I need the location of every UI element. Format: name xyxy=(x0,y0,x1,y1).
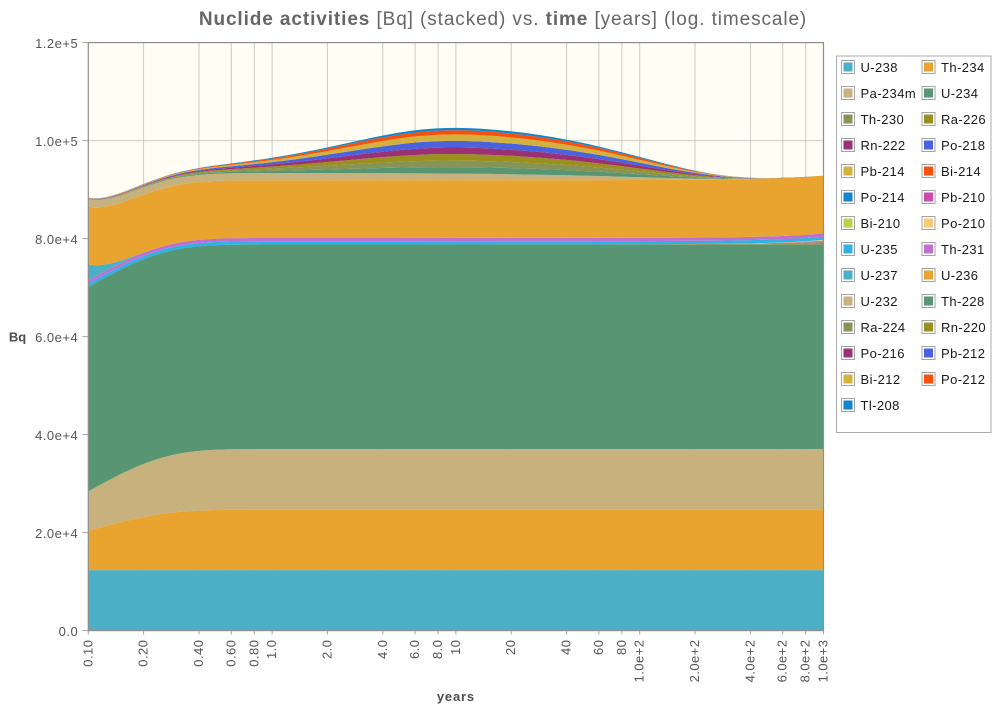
svg-text:Pb-212: Pb-212 xyxy=(941,346,985,361)
svg-text:0.10: 0.10 xyxy=(80,640,95,667)
svg-text:2.0e+2: 2.0e+2 xyxy=(687,640,702,683)
svg-text:Po-210: Po-210 xyxy=(941,216,985,231)
svg-text:20: 20 xyxy=(503,640,518,655)
svg-text:8.0e+4: 8.0e+4 xyxy=(35,232,78,247)
svg-text:6.0: 6.0 xyxy=(407,640,422,659)
svg-text:2.0e+4: 2.0e+4 xyxy=(35,526,78,541)
svg-text:8.0: 8.0 xyxy=(430,640,445,659)
svg-text:Th-234: Th-234 xyxy=(941,60,985,75)
svg-text:Pa-234m: Pa-234m xyxy=(861,86,917,101)
svg-text:80: 80 xyxy=(614,640,629,655)
svg-text:Ra-224: Ra-224 xyxy=(861,320,906,335)
svg-text:Rn-220: Rn-220 xyxy=(941,320,986,335)
svg-text:Po-218: Po-218 xyxy=(941,138,985,153)
svg-text:6.0e+4: 6.0e+4 xyxy=(35,330,78,345)
svg-text:Nuclide activities [Bq] (stack: Nuclide activities [Bq] (stacked) vs. ti… xyxy=(199,9,807,30)
svg-text:4.0: 4.0 xyxy=(375,640,390,659)
svg-text:0.20: 0.20 xyxy=(136,640,151,667)
svg-text:Ra-226: Ra-226 xyxy=(941,112,986,127)
svg-text:Bi-212: Bi-212 xyxy=(861,372,901,387)
svg-text:Pb-210: Pb-210 xyxy=(941,190,985,205)
svg-text:0.40: 0.40 xyxy=(191,640,206,667)
svg-text:4.0e+4: 4.0e+4 xyxy=(35,428,78,443)
svg-text:60: 60 xyxy=(591,640,606,655)
svg-text:6.0e+2: 6.0e+2 xyxy=(775,640,790,683)
svg-text:0.80: 0.80 xyxy=(246,640,261,667)
svg-text:Po-216: Po-216 xyxy=(861,346,905,361)
svg-text:Pb-214: Pb-214 xyxy=(861,164,905,179)
svg-text:0.0: 0.0 xyxy=(59,624,79,639)
svg-text:U-235: U-235 xyxy=(861,242,898,257)
svg-text:Bq: Bq xyxy=(9,329,26,344)
svg-text:Tl-208: Tl-208 xyxy=(861,398,900,413)
svg-text:Bi-210: Bi-210 xyxy=(861,216,901,231)
svg-text:1.0e+5: 1.0e+5 xyxy=(35,134,78,149)
svg-text:U-237: U-237 xyxy=(861,268,898,283)
svg-text:U-234: U-234 xyxy=(941,86,978,101)
svg-text:1.2e+5: 1.2e+5 xyxy=(35,36,78,51)
svg-text:10: 10 xyxy=(448,640,463,655)
svg-text:0.60: 0.60 xyxy=(223,640,238,667)
svg-text:U-236: U-236 xyxy=(941,268,978,283)
svg-text:4.0e+2: 4.0e+2 xyxy=(742,640,757,683)
svg-text:2.0: 2.0 xyxy=(319,640,334,659)
svg-text:Th-231: Th-231 xyxy=(941,242,985,257)
svg-text:Th-228: Th-228 xyxy=(941,294,985,309)
svg-text:U-232: U-232 xyxy=(861,294,898,309)
svg-text:Po-214: Po-214 xyxy=(861,190,905,205)
svg-text:years: years xyxy=(437,689,475,704)
svg-text:Po-212: Po-212 xyxy=(941,372,985,387)
svg-text:1.0e+3: 1.0e+3 xyxy=(816,640,831,683)
svg-text:U-238: U-238 xyxy=(861,60,898,75)
svg-text:Rn-222: Rn-222 xyxy=(861,138,906,153)
svg-text:Th-230: Th-230 xyxy=(861,112,905,127)
svg-text:Bi-214: Bi-214 xyxy=(941,164,981,179)
svg-text:8.0e+2: 8.0e+2 xyxy=(798,640,813,683)
svg-text:40: 40 xyxy=(559,640,574,655)
svg-text:1.0e+2: 1.0e+2 xyxy=(632,640,647,683)
svg-text:1.0: 1.0 xyxy=(264,640,279,659)
